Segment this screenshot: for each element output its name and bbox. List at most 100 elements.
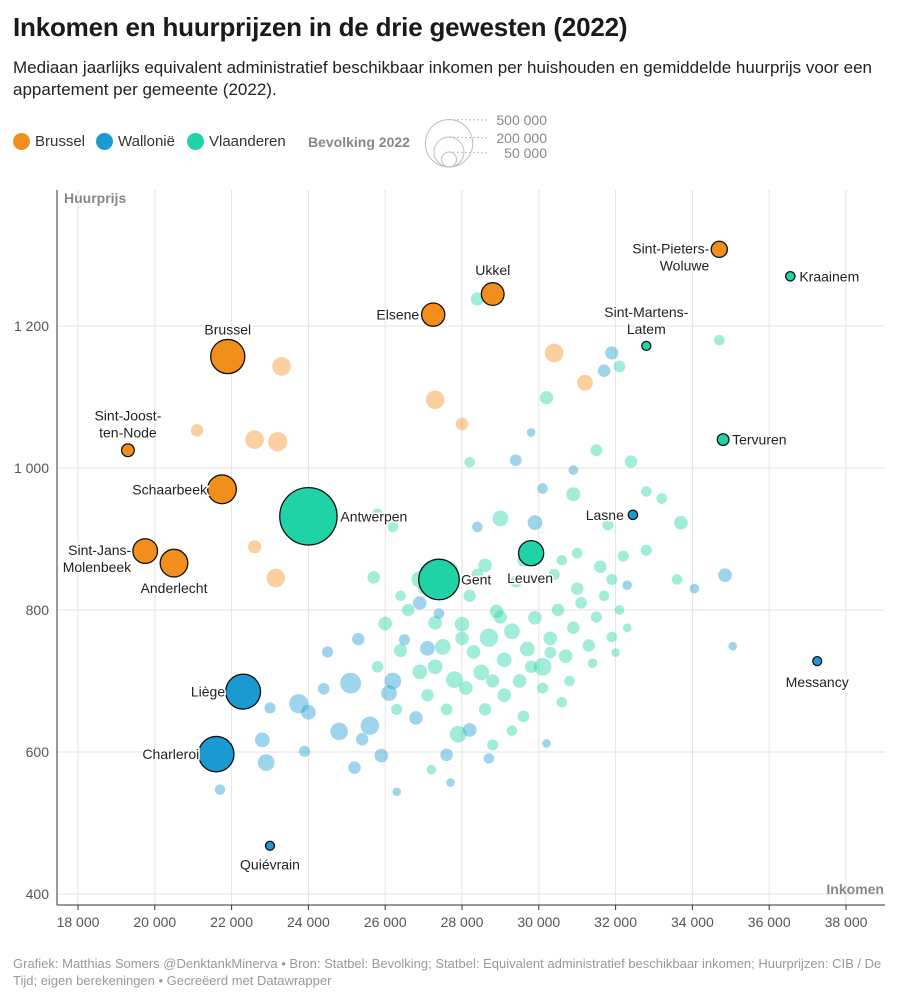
data-point: [496, 652, 512, 668]
data-point: [445, 671, 463, 688]
data-point: [539, 391, 554, 405]
legend-item-wallonie[interactable]: Wallonië: [96, 133, 175, 150]
highlight-point-antwerpen: [279, 486, 338, 546]
point-label-leuven: Leuven: [507, 570, 553, 586]
point-label-ukkel: Ukkel: [475, 262, 510, 278]
data-point: [301, 704, 316, 720]
data-point: [427, 659, 443, 675]
data-point: [568, 465, 579, 475]
highlight-point-schaarbeek: [206, 474, 238, 505]
data-point: [544, 646, 557, 659]
size-legend-bubble: [441, 151, 457, 168]
data-point: [606, 631, 618, 643]
data-point: [454, 616, 470, 632]
legend-item-brussel[interactable]: Brussel: [13, 133, 85, 150]
point-label-schaarbeek: Schaarbeek: [132, 481, 208, 497]
point-label-tervuren: Tervuren: [732, 432, 786, 448]
point-label-elsene: Elsene: [376, 307, 419, 323]
point-label-gent: Gent: [461, 571, 491, 587]
highlight-point-sint-martens-latem: [641, 340, 652, 352]
highlight-point-tervuren: [716, 433, 730, 447]
highlight-point-elsene: [420, 302, 446, 327]
y-tick-label: 400: [26, 886, 50, 902]
point-label-sint-martens-latem: Sint-Martens-: [604, 304, 688, 320]
data-point: [519, 641, 535, 657]
data-point: [425, 390, 445, 410]
data-point: [718, 568, 732, 583]
legend-item-vlaanderen[interactable]: Vlaanderen: [187, 133, 286, 150]
point-label-sint-jans-molenbeek: Molenbeek: [63, 559, 132, 575]
data-point: [440, 748, 453, 762]
data-point: [606, 573, 618, 586]
data-point: [428, 615, 442, 630]
x-tick-label: 18 000: [57, 914, 100, 930]
data-point: [464, 457, 475, 468]
data-point: [624, 455, 638, 468]
data-point: [272, 357, 291, 376]
y-tick-label: 800: [26, 602, 50, 618]
x-tick-label: 32 000: [594, 914, 637, 930]
data-point: [395, 590, 406, 602]
data-point: [463, 589, 476, 603]
size-legend-label: 200 000: [496, 130, 547, 146]
highlight-point-liege: [225, 673, 262, 710]
data-point: [543, 631, 558, 646]
data-point: [374, 748, 389, 763]
data-point: [409, 711, 423, 725]
data-point: [257, 754, 275, 772]
data-point: [512, 674, 527, 688]
point-label-kraainem: Kraainem: [799, 268, 859, 284]
data-point: [605, 346, 619, 360]
x-tick-label: 30 000: [517, 914, 560, 930]
chart-subtitle: Mediaan jaarlijks equivalent administrat…: [13, 58, 873, 99]
data-point: [348, 761, 361, 774]
y-tick-label: 1 000: [14, 460, 49, 476]
data-point: [420, 640, 435, 656]
data-point: [298, 745, 311, 757]
legend-label-vlaanderen: Vlaanderen: [209, 133, 286, 150]
data-point: [378, 616, 393, 631]
data-point: [352, 632, 365, 646]
data-point: [472, 521, 483, 533]
data-point: [598, 590, 610, 602]
data-point: [391, 703, 403, 715]
data-point: [548, 568, 560, 581]
data-point: [371, 508, 384, 520]
point-label-sint-joost-ten-node: Sint-Joost-: [94, 407, 161, 423]
data-point: [412, 664, 428, 680]
data-point: [471, 568, 484, 581]
data-point: [590, 444, 603, 457]
data-point: [614, 605, 625, 615]
point-label-liege: Liège: [191, 684, 225, 700]
data-point: [656, 493, 667, 504]
data-point: [393, 643, 408, 658]
data-point: [497, 688, 512, 703]
data-point: [470, 292, 484, 306]
data-point: [421, 688, 434, 702]
data-point: [459, 681, 473, 695]
point-label-lasne: Lasne: [586, 507, 624, 523]
highlight-point-charleroi: [197, 735, 235, 773]
data-point: [487, 739, 499, 751]
highlight-point-lasne: [627, 509, 639, 521]
data-point: [533, 657, 552, 676]
footer-credits: Grafiek: Matthias Somers @DenktankMinerv…: [13, 956, 882, 988]
data-point: [455, 631, 469, 646]
data-point: [264, 702, 276, 714]
data-point: [355, 732, 369, 746]
data-point: [504, 623, 520, 640]
data-point: [611, 648, 620, 657]
point-label-sint-martens-latem: Latem: [627, 321, 666, 337]
highlight-point-gent: [418, 558, 460, 601]
highlight-point-anderlecht: [159, 548, 189, 578]
data-point: [486, 674, 500, 688]
x-tick-label: 28 000: [441, 914, 484, 930]
data-point: [317, 682, 330, 695]
data-point: [517, 710, 530, 723]
data-point: [528, 610, 542, 625]
data-point: [527, 515, 543, 531]
data-point: [426, 764, 437, 775]
data-point: [566, 487, 581, 502]
data-point: [322, 646, 334, 658]
point-label-sint-joost-ten-node: ten-Node: [99, 424, 157, 440]
